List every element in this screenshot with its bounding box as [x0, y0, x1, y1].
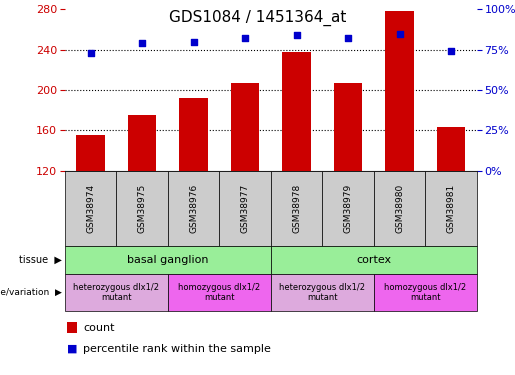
Bar — [385, 11, 414, 171]
Text: GSM38978: GSM38978 — [292, 183, 301, 233]
Text: basal ganglion: basal ganglion — [127, 255, 209, 265]
Point — [190, 39, 198, 45]
Text: GSM38975: GSM38975 — [138, 183, 147, 233]
Text: GSM38980: GSM38980 — [395, 183, 404, 233]
Point — [241, 35, 249, 41]
Point — [87, 50, 95, 56]
Point — [344, 35, 352, 41]
Bar — [128, 115, 157, 171]
Text: count: count — [83, 323, 114, 333]
Point — [396, 30, 404, 36]
Text: homozygous dlx1/2
mutant: homozygous dlx1/2 mutant — [384, 283, 467, 302]
Text: percentile rank within the sample: percentile rank within the sample — [83, 344, 271, 354]
Text: GSM38981: GSM38981 — [447, 183, 456, 233]
Bar — [282, 52, 311, 171]
Bar — [180, 98, 208, 171]
Point — [138, 40, 146, 46]
Text: heterozygous dlx1/2
mutant: heterozygous dlx1/2 mutant — [74, 283, 159, 302]
Point — [447, 48, 455, 54]
Text: GDS1084 / 1451364_at: GDS1084 / 1451364_at — [169, 9, 346, 26]
Bar — [437, 127, 466, 171]
Bar — [76, 135, 105, 171]
Text: GSM38979: GSM38979 — [344, 183, 353, 233]
Bar — [231, 83, 259, 171]
Text: genotype/variation  ▶: genotype/variation ▶ — [0, 288, 62, 297]
Text: homozygous dlx1/2
mutant: homozygous dlx1/2 mutant — [178, 283, 261, 302]
Text: GSM38976: GSM38976 — [189, 183, 198, 233]
Text: ■: ■ — [67, 344, 77, 354]
Text: GSM38974: GSM38974 — [86, 183, 95, 232]
Bar — [334, 83, 363, 171]
Point — [293, 32, 301, 38]
Text: cortex: cortex — [356, 255, 391, 265]
Text: GSM38977: GSM38977 — [241, 183, 250, 233]
Text: heterozygous dlx1/2
mutant: heterozygous dlx1/2 mutant — [280, 283, 365, 302]
Text: tissue  ▶: tissue ▶ — [20, 255, 62, 265]
